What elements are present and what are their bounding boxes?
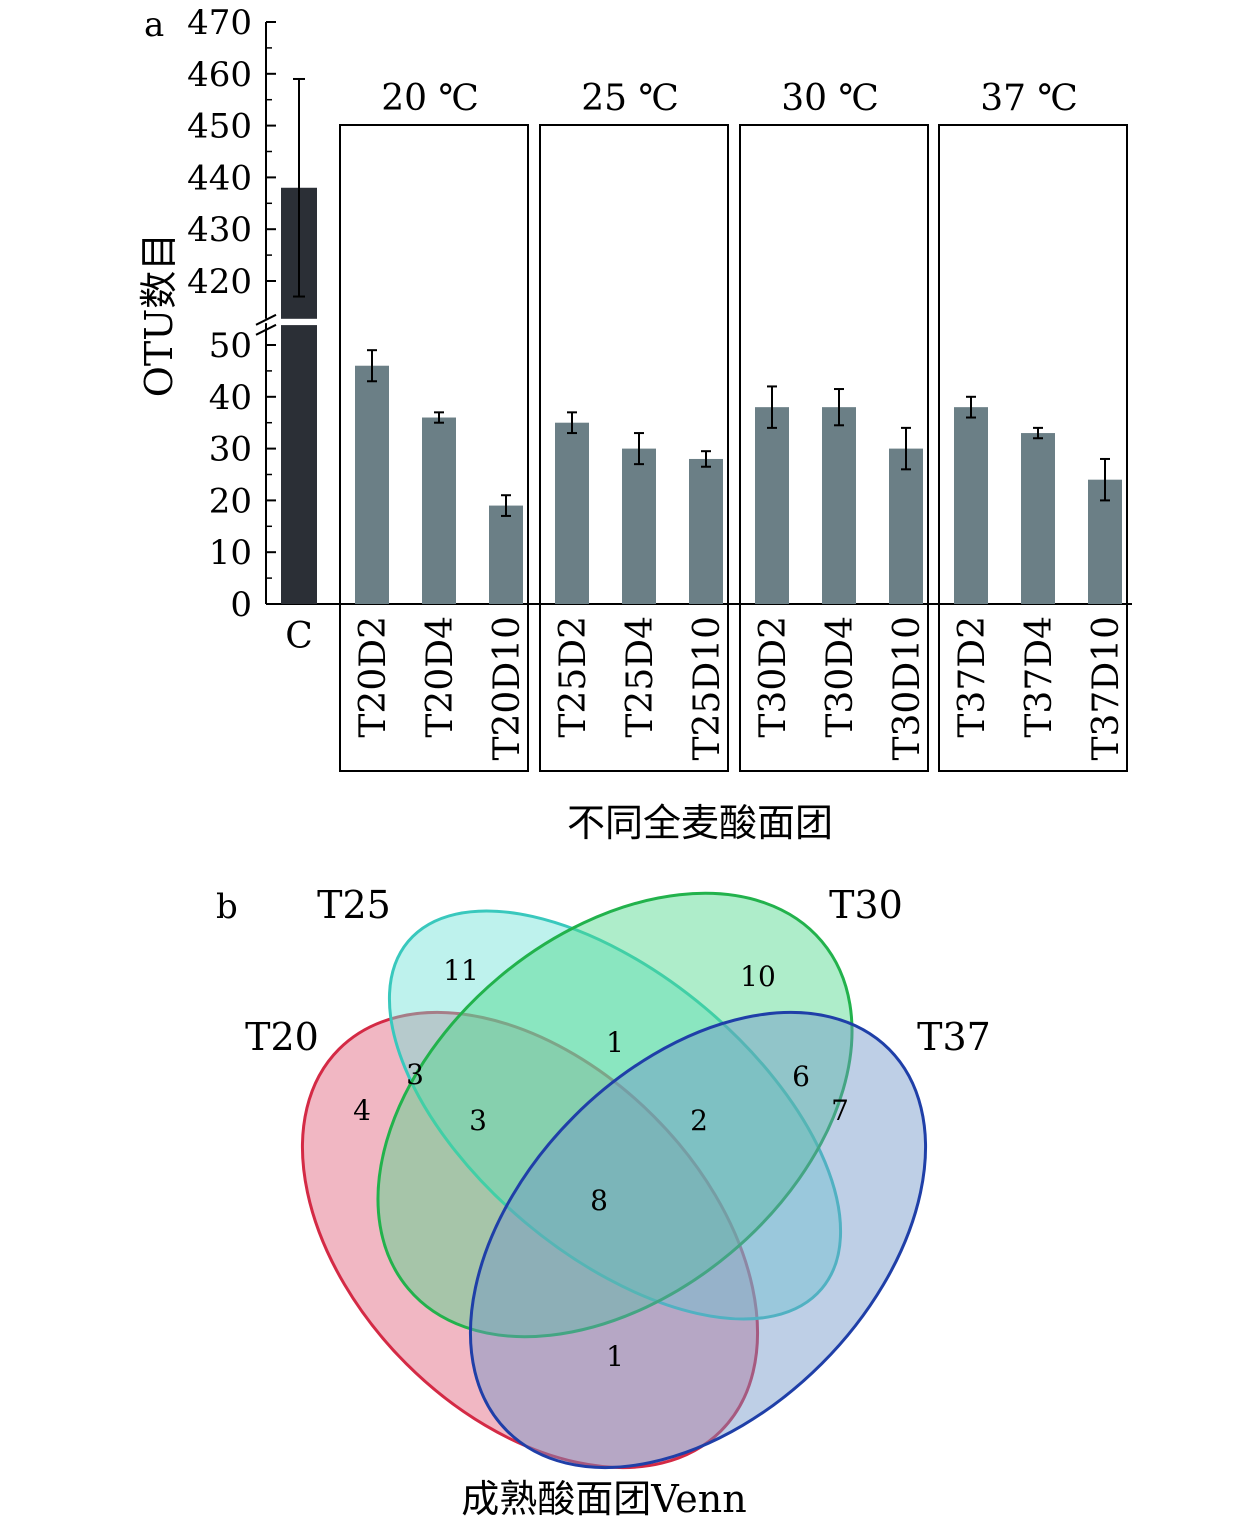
bar-T37D4 xyxy=(1021,433,1055,604)
bar-chart-panel: a OTU数目 0 10 20 30 40 50 420 430 440 450 460 470 20… xyxy=(137,3,1132,845)
y-tick-label: 430 xyxy=(187,210,252,250)
y-tick-label: 420 xyxy=(187,262,252,302)
venn-count-T20-only: 4 xyxy=(353,1094,371,1127)
venn-count-T25-T30-T37: 2 xyxy=(690,1104,708,1137)
bar-T20D2 xyxy=(355,365,389,604)
bar-T25D10 xyxy=(689,458,723,604)
y-tick-label: 470 xyxy=(187,3,252,43)
x-tick-label: T25D2 xyxy=(553,616,594,738)
bar-T25D4 xyxy=(622,448,656,604)
venn-count-T20-T37: 1 xyxy=(606,1340,624,1373)
group-label: 30 ℃ xyxy=(781,78,879,119)
venn-set-T37 xyxy=(468,1010,928,1470)
x-tick-label: T20D4 xyxy=(420,616,461,738)
venn-set-T20 xyxy=(300,1010,760,1470)
venn-set-label-T20: T20 xyxy=(245,1015,319,1059)
venn-diagram-panel: b T20 T25 T30 T37 11 10 1 3 6 4 3 2 7 8 1 成熟酸面团Venn xyxy=(216,883,991,1521)
venn-set-label-T25: T25 xyxy=(317,883,391,927)
venn-set-label-T30: T30 xyxy=(829,883,903,927)
y-tick-label: 450 xyxy=(187,107,252,147)
bars: C T20D2 T20D4 T20D10 T25D2 T25D4 T25D10 T30D2 T3… xyxy=(281,77,1127,761)
group-label: 20 ℃ xyxy=(381,78,479,119)
y-tick-label: 10 xyxy=(209,533,252,573)
x-tick-label: T37D2 xyxy=(952,616,993,738)
venn-set-T25 xyxy=(387,909,843,1321)
bar-T30D10 xyxy=(889,448,923,604)
y-tick-label: 30 xyxy=(209,430,252,470)
venn-set-labels: T20 T25 T30 T37 xyxy=(245,883,991,1059)
x-tick-label-C: C xyxy=(285,616,313,657)
y-tick-label: 460 xyxy=(187,55,252,95)
group-label: 37 ℃ xyxy=(980,78,1078,119)
bar-T30D2 xyxy=(755,407,789,604)
bar-T37D2 xyxy=(954,407,988,604)
venn-set-label-T37: T37 xyxy=(917,1015,991,1059)
group-boxes: 20 ℃ 25 ℃ 30 ℃ 37 ℃ xyxy=(339,78,1128,772)
x-tick-label: T30D10 xyxy=(887,616,928,761)
venn-count-T25-only: 11 xyxy=(443,954,479,987)
venn-count-T37-only: 7 xyxy=(831,1094,849,1127)
bar-T20D4 xyxy=(422,417,456,604)
y-tick-label: 40 xyxy=(209,378,252,418)
y-tick-label: 50 xyxy=(209,326,252,366)
x-tick-label: T25D10 xyxy=(687,616,728,761)
venn-count-all: 8 xyxy=(590,1184,608,1217)
y-tick-label: 0 xyxy=(230,585,252,625)
bar-T20D10 xyxy=(489,505,523,604)
x-tick-label: T30D2 xyxy=(753,616,794,738)
group-label: 25 ℃ xyxy=(581,78,679,119)
x-axis-label: 不同全麦酸面团 xyxy=(567,801,833,845)
bar-T25D2 xyxy=(555,422,589,604)
panel-b-label: b xyxy=(216,887,238,927)
y-axis-label: OTU数目 xyxy=(137,233,181,398)
x-tick-label: T25D4 xyxy=(620,616,661,738)
venn-count-T25-T30: 1 xyxy=(606,1026,624,1059)
venn-count-T30-T37: 6 xyxy=(792,1060,810,1093)
venn-count-T20-T25: 3 xyxy=(406,1058,424,1091)
venn-region-counts: 11 10 1 3 6 4 3 2 7 8 1 xyxy=(353,954,849,1373)
bar-T30D4 xyxy=(822,407,856,604)
axis-break-mark xyxy=(255,313,277,326)
venn-count-T30-only: 10 xyxy=(740,960,776,993)
venn-title: 成熟酸面团Venn xyxy=(461,1477,746,1521)
x-tick-label: T37D4 xyxy=(1019,616,1060,738)
venn-shapes xyxy=(300,891,928,1470)
bar-C-lower xyxy=(281,325,317,604)
panel-a-label: a xyxy=(144,5,164,45)
x-tick-label: T20D2 xyxy=(353,616,394,738)
x-tick-label: T37D10 xyxy=(1086,616,1127,761)
y-tick-label: 440 xyxy=(187,158,252,198)
venn-count-T20-T25-T30: 3 xyxy=(469,1104,487,1137)
x-tick-label: T30D4 xyxy=(820,616,861,738)
y-tick-label: 20 xyxy=(209,481,252,521)
x-tick-label: T20D10 xyxy=(487,616,528,761)
axis-break-mark xyxy=(255,323,277,336)
